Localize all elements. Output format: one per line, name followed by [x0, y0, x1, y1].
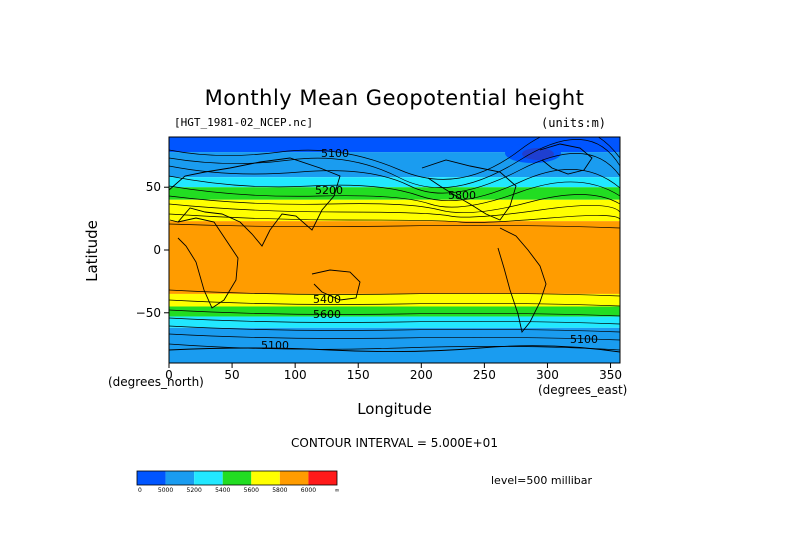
x-axis-label: Longitude: [357, 400, 432, 418]
heat-band: [169, 306, 620, 317]
y-axis-unit: (degrees_north): [108, 375, 204, 389]
colorbar-swatch: [137, 471, 166, 485]
x-tick-label: 100: [284, 368, 307, 382]
colorbar-label: 5600: [244, 487, 259, 494]
colorbar-label: 6000: [301, 487, 316, 494]
colorbar-frame: [136, 470, 338, 486]
heat-band: [169, 177, 620, 188]
colorbar-label: 5800: [272, 487, 287, 494]
map-overlay: 5100 5200 5400 5600 5800 5100 5100: [169, 137, 620, 353]
x-axis-unit: (degrees_east): [538, 383, 628, 397]
colorbar-swatch: [251, 471, 280, 485]
contour-label: 5100: [261, 339, 289, 352]
contour-label: 5100: [570, 333, 598, 346]
contour-label: 5400: [313, 293, 341, 306]
colorbar-label: 0: [138, 487, 142, 494]
level-label: level=500 millibar: [491, 474, 593, 487]
chart-title: Monthly Mean Geopotential height: [204, 86, 585, 110]
colorbar-swatch: [308, 471, 337, 485]
colorbar-swatch: [222, 471, 252, 485]
heat-bands: [169, 137, 620, 363]
colorbar-label: 5400: [215, 487, 230, 494]
colorbar-label: 5200: [187, 487, 202, 494]
contour-label: 5200: [315, 184, 343, 197]
y-ticks: −50 0 50: [136, 180, 169, 320]
contour-labels: 5100 5200 5400 5600 5800 5100 5100: [261, 147, 598, 352]
x-tick-label: 350: [599, 368, 622, 382]
units-label: (units:m): [541, 116, 607, 130]
heat-band: [169, 221, 620, 294]
y-tick-label: 0: [153, 243, 161, 257]
contour-label: 5100: [321, 147, 349, 160]
y-tick-label: 50: [146, 180, 161, 194]
polar-low-core: [522, 148, 554, 160]
coastlines: [169, 143, 620, 353]
y-tick-label: −50: [136, 306, 161, 320]
x-tick-label: 50: [224, 368, 239, 382]
contour-label: 5600: [313, 308, 341, 321]
x-tick-label: 250: [473, 368, 496, 382]
colorbar-label: ∞: [335, 487, 340, 494]
colorbar-swatch: [194, 471, 223, 485]
heat-band: [169, 137, 620, 153]
colorbar-swatch: [279, 471, 309, 485]
x-ticks: 0 50 100 150 200 250 300 350: [165, 363, 622, 382]
x-tick-label: 200: [410, 368, 433, 382]
colorbar-label: 5000: [158, 487, 173, 494]
contour-interval: CONTOUR INTERVAL = 5.000E+01: [291, 436, 498, 450]
heat-band: [169, 327, 620, 363]
colorbar: 0 5000 5200 5400 5600 5800 6000 ∞: [136, 470, 340, 494]
file-label: [HGT_1981-02_NCEP.nc]: [174, 116, 314, 129]
colorbar-swatch: [165, 471, 195, 485]
heat-band: [169, 293, 620, 307]
contour-label: 5800: [448, 189, 476, 202]
x-tick-label: 0: [165, 368, 173, 382]
heat-band: [169, 199, 620, 222]
x-tick-label: 300: [536, 368, 559, 382]
x-tick-label: 150: [347, 368, 370, 382]
